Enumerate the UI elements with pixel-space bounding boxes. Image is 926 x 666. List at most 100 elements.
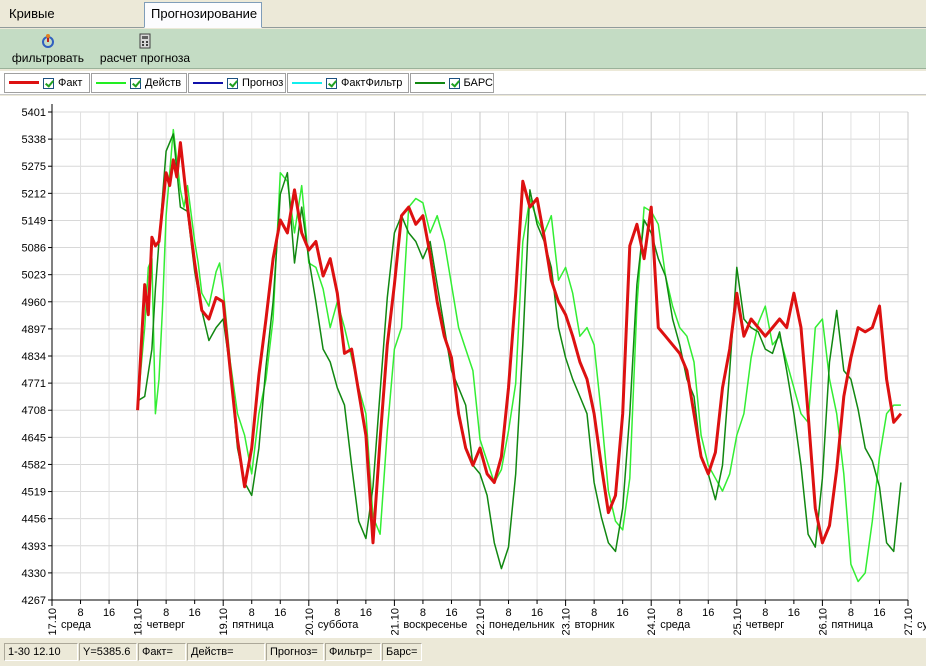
y-tick-label: 4960 bbox=[22, 297, 46, 309]
legend-label: Прогноз bbox=[242, 77, 284, 89]
x-date-label: 25.10 bbox=[732, 608, 744, 636]
y-tick-label: 4708 bbox=[22, 405, 46, 417]
checkbox-icon[interactable] bbox=[43, 77, 54, 89]
calc-forecast-button[interactable]: расчет прогноза bbox=[94, 33, 196, 65]
y-tick-label: 4645 bbox=[22, 432, 46, 444]
x-hour-label: 8 bbox=[334, 607, 340, 619]
y-tick-label: 5338 bbox=[22, 134, 46, 146]
status-bars: Барс= bbox=[382, 643, 422, 661]
x-hour-label: 8 bbox=[77, 607, 83, 619]
legend-item-factfilter[interactable]: ФактФильтр bbox=[287, 73, 409, 93]
legend-item-bars[interactable]: БАРС bbox=[410, 73, 494, 93]
x-day-label: пятница bbox=[831, 619, 873, 631]
x-hour-label: 8 bbox=[249, 607, 255, 619]
checkbox-icon[interactable] bbox=[227, 77, 238, 89]
legend-item-deistv[interactable]: Действ bbox=[91, 73, 187, 93]
y-tick-label: 4834 bbox=[22, 351, 46, 363]
calculator-icon bbox=[139, 33, 151, 49]
filter-icon bbox=[42, 34, 54, 48]
y-tick-label: 5086 bbox=[22, 243, 46, 255]
x-hour-label: 8 bbox=[505, 607, 511, 619]
x-day-label: вторник bbox=[575, 619, 615, 631]
legend-item-fact[interactable]: Факт bbox=[4, 73, 90, 93]
x-date-label: 22.10 bbox=[475, 608, 487, 636]
x-date-label: 21.10 bbox=[389, 608, 401, 636]
tab-attraction-curves[interactable]: Кривые притяжения bbox=[2, 2, 136, 43]
tab-forecasting[interactable]: Прогнозирование bbox=[144, 2, 262, 28]
line-swatch-icon bbox=[96, 79, 126, 87]
x-hour-label: 8 bbox=[420, 607, 426, 619]
y-tick-label: 5149 bbox=[22, 215, 46, 227]
series-line-Факт bbox=[136, 141, 903, 545]
chart-area[interactable]: 4267 4330 4393 4456 4519 4582 4645 4708 4771 4834… bbox=[0, 96, 926, 638]
line-swatch-icon bbox=[415, 79, 445, 87]
x-hour-label: 8 bbox=[591, 607, 597, 619]
x-day-label: четверг bbox=[746, 619, 785, 631]
x-date-label: 26.10 bbox=[817, 608, 829, 636]
x-date-label: 27.10 bbox=[903, 608, 915, 636]
x-date-label: 23.10 bbox=[561, 608, 573, 636]
x-day-label: суббота bbox=[318, 619, 360, 631]
x-hour-label: 16 bbox=[274, 607, 286, 619]
x-hour-label: 16 bbox=[617, 607, 629, 619]
x-hour-label: 16 bbox=[531, 607, 543, 619]
filter-label: фильтровать bbox=[11, 51, 85, 65]
checkbox-icon[interactable] bbox=[130, 77, 141, 89]
tab-bar: Кривые притяжения Прогнозирование bbox=[0, 0, 926, 43]
checkbox-icon[interactable] bbox=[448, 77, 460, 89]
line-swatch-icon bbox=[9, 79, 39, 87]
x-hour-label: 8 bbox=[762, 607, 768, 619]
x-date-label: 19.10 bbox=[218, 608, 230, 636]
x-hour-label: 16 bbox=[103, 607, 115, 619]
status-fact: Факт= bbox=[138, 643, 186, 661]
status-deistv: Действ= bbox=[187, 643, 265, 661]
y-tick-label: 4330 bbox=[22, 568, 46, 580]
legend-label: Факт bbox=[58, 77, 83, 89]
status-y-value: Y=5385.6 bbox=[79, 643, 137, 661]
line-swatch-icon bbox=[193, 79, 223, 87]
x-day-label: пятница bbox=[232, 619, 274, 631]
y-tick-label: 4456 bbox=[22, 514, 46, 526]
y-tick-label: 4897 bbox=[22, 324, 46, 336]
status-range: 1-30 12.10 bbox=[4, 643, 78, 661]
y-tick-label: 4267 bbox=[22, 595, 46, 607]
legend-bar: Факт Действ Прогноз ФактФильтр БАРС bbox=[0, 71, 926, 95]
filter-button[interactable]: фильтровать bbox=[8, 33, 88, 65]
status-bar: 1-30 12.10 Y=5385.6 Факт= Действ= Прогно… bbox=[0, 641, 926, 663]
x-date-label: 24.10 bbox=[646, 608, 658, 636]
x-date-label: 17.10 bbox=[47, 608, 59, 636]
series-line-БАРС bbox=[137, 133, 902, 570]
x-hour-label: 16 bbox=[788, 607, 800, 619]
legend-label: БАРС bbox=[463, 77, 493, 89]
x-hour-label: 8 bbox=[848, 607, 854, 619]
legend-label: ФактФильтр bbox=[341, 77, 403, 89]
x-hour-label: 8 bbox=[677, 607, 683, 619]
legend-label: Действ bbox=[145, 77, 182, 89]
x-day-label: воскресенье bbox=[403, 619, 467, 631]
y-tick-label: 4771 bbox=[22, 378, 46, 390]
y-tick-label: 4582 bbox=[22, 459, 46, 471]
x-day-label: среда bbox=[61, 619, 92, 631]
toolbar: фильтровать расчет прогноза bbox=[0, 29, 926, 69]
y-tick-label: 4393 bbox=[22, 541, 46, 553]
x-day-label: понедельник bbox=[489, 619, 555, 631]
line-swatch-icon bbox=[292, 79, 322, 87]
calc-label: расчет прогноза bbox=[99, 51, 191, 65]
x-hour-label: 8 bbox=[163, 607, 169, 619]
y-tick-label: 5275 bbox=[22, 161, 46, 173]
x-day-label: среда bbox=[660, 619, 691, 631]
y-tick-label: 5212 bbox=[22, 188, 46, 200]
y-tick-label: 4519 bbox=[22, 487, 46, 499]
status-filter: Фильтр= bbox=[325, 643, 381, 661]
x-day-label: четверг bbox=[147, 619, 186, 631]
x-hour-label: 16 bbox=[189, 607, 201, 619]
line-chart[interactable]: 4267 4330 4393 4456 4519 4582 4645 4708 4771 4834… bbox=[0, 96, 926, 638]
x-day-label: су bbox=[917, 619, 926, 631]
y-tick-label: 5401 bbox=[22, 107, 46, 119]
y-tick-label: 5023 bbox=[22, 270, 46, 282]
x-hour-label: 16 bbox=[702, 607, 714, 619]
legend-item-prognoz[interactable]: Прогноз bbox=[188, 73, 286, 93]
x-hour-label: 16 bbox=[445, 607, 457, 619]
x-date-label: 20.10 bbox=[304, 608, 316, 636]
checkbox-icon[interactable] bbox=[326, 77, 337, 89]
